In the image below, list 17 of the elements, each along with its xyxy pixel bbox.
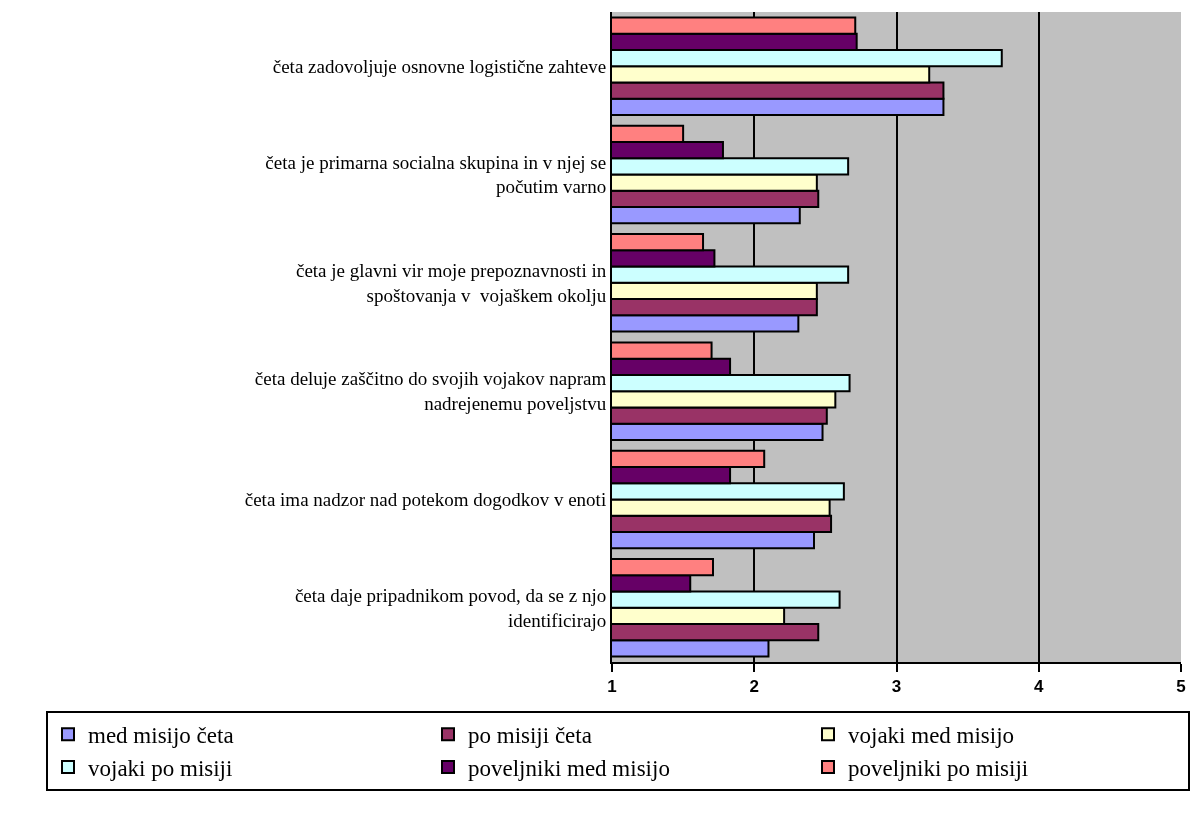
x-tick-label: 4: [1034, 677, 1045, 697]
legend-label: med misijo četa: [88, 723, 234, 749]
x-tick-label: 5: [1176, 677, 1186, 697]
legend-label: po misiji četa: [468, 723, 592, 749]
y-tick-label: četa ima nadzor nad potekom dogodkov v enoti: [244, 489, 607, 511]
y-tick-label: četa je glavni vir moje prepoznavnosti in spoštovanja v vojaškem okolju: [295, 260, 607, 306]
legend-label: vojaki med misijo: [848, 723, 1015, 749]
x-tick-label: 3: [891, 677, 902, 697]
legend-label: vojaki po misiji: [88, 756, 233, 782]
y-tick-label: četa zadovoljuje osnovne logistične zahteve: [272, 55, 607, 77]
legend-label: poveljniki po misiji: [848, 756, 1029, 782]
x-tick-label: 2: [749, 677, 759, 697]
y-tick-label: četa deluje zaščitno do svojih vojakov napram nadrejenemu poveljstvu: [254, 368, 607, 415]
y-tick-label: četa je primarna socialna skupina in v njej se počutim varno: [265, 151, 607, 198]
x-tick-label: 1: [607, 677, 617, 697]
legend-label: poveljniki med misijo: [468, 756, 670, 782]
y-tick-label: četa daje pripadnikom povod, da se z njo identificirajo: [294, 585, 607, 631]
